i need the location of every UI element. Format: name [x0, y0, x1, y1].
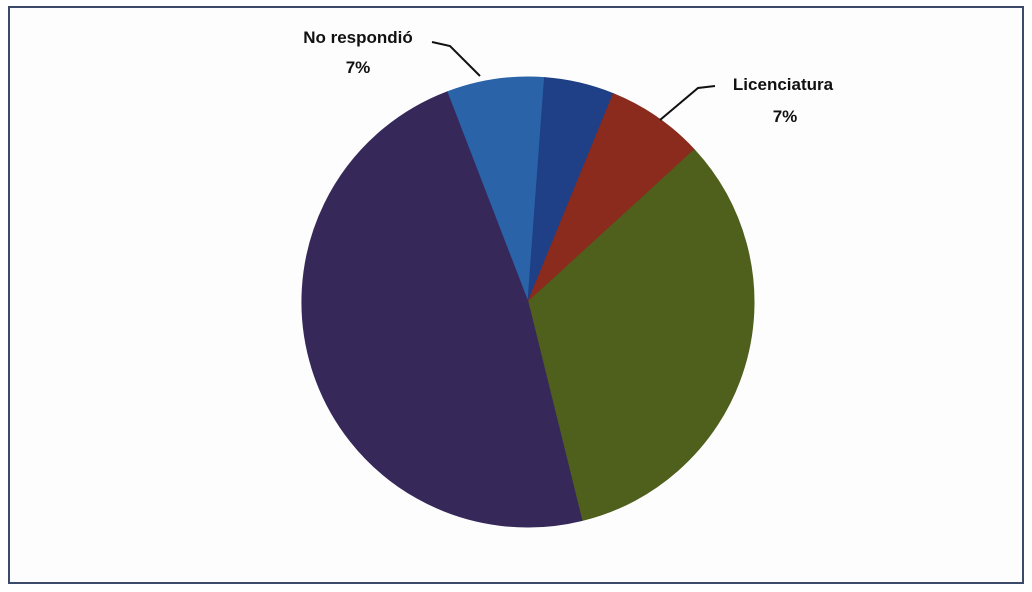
leader-line-no-respondio: [432, 42, 480, 76]
pie-slices: [302, 77, 754, 527]
slice-label-no-respondio: No respondió: [303, 28, 413, 47]
slice-label-licenciatura: Licenciatura: [733, 75, 834, 94]
slice-value-no-respondio: 7%: [346, 58, 371, 77]
leader-line-licenciatura: [660, 86, 715, 120]
slice-value-licenciatura: 7%: [773, 107, 798, 126]
